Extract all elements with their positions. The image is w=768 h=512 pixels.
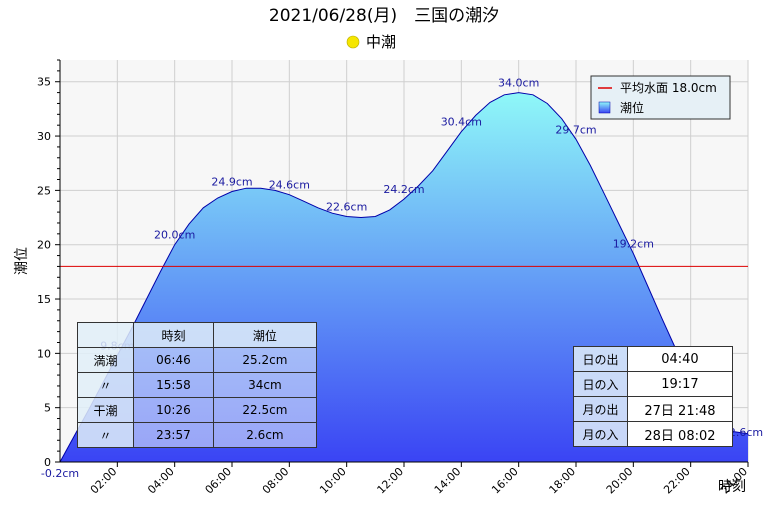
y-tick-label: 0 (44, 456, 51, 469)
data-label: 29.7cm (555, 123, 596, 136)
tide-table: 時刻 潮位 満潮 06:46 25.2cm 〃 15:58 34cm 干潮 10… (76, 322, 318, 448)
table-row: 満潮 06:46 25.2cm (76, 347, 318, 373)
data-label: 22.6cm (326, 200, 367, 213)
x-tick-label: 20:00 (604, 465, 636, 497)
x-tick-label: 10:00 (317, 465, 349, 497)
tide-level-cell: 25.2cm (212, 347, 318, 373)
tide-time-cell: 23:57 (133, 422, 214, 448)
tide-type-cell: 満潮 (76, 347, 135, 373)
tide-time-cell: 06:46 (133, 347, 214, 373)
legend-tide-swatch-icon (598, 101, 611, 114)
tide-type-label: 中潮 (366, 33, 396, 51)
table-row: 月の出 27日 21:48 (573, 396, 734, 422)
y-tick-label: 15 (37, 293, 51, 306)
tide-table-header-time: 時刻 (133, 322, 214, 348)
sunset-label: 日の入 (573, 371, 628, 397)
y-tick-label: 20 (37, 239, 51, 252)
data-label: 24.2cm (383, 183, 424, 196)
y-tick-label: 30 (37, 130, 51, 143)
table-row: 日の入 19:17 (573, 371, 734, 397)
chart-title: 2021/06/28(月) 三国の潮汐 (269, 6, 499, 26)
tide-level-cell: 34cm (212, 372, 318, 398)
legend-tide-label: 潮位 (620, 100, 644, 115)
table-row: 〃 15:58 34cm (76, 372, 318, 398)
x-tick-label: 02:00 (88, 465, 120, 497)
moonrise-label: 月の出 (573, 396, 628, 422)
y-tick-label: 5 (44, 402, 51, 415)
tide-table-header-level: 潮位 (212, 322, 318, 348)
table-row: 〃 23:57 2.6cm (76, 422, 318, 448)
table-row: 日の出 04:40 (573, 346, 734, 372)
legend-box (590, 75, 731, 120)
table-row: 干潮 10:26 22.5cm (76, 397, 318, 423)
x-tick-label: 04:00 (145, 465, 177, 497)
data-label: 20.0cm (154, 229, 195, 242)
y-axis-ticks: 0 5 10 15 20 25 30 35 (37, 59, 60, 469)
tide-time-cell: 15:58 (133, 372, 214, 398)
x-tick-label: 08:00 (260, 465, 292, 497)
y-tick-label: 35 (37, 76, 51, 89)
tide-level-cell: 2.6cm (212, 422, 318, 448)
data-label: -0.2cm (41, 467, 79, 480)
tide-type-cell: 〃 (76, 372, 135, 398)
x-axis-label: 時刻 (718, 479, 746, 495)
data-label: 24.9cm (211, 175, 252, 188)
x-tick-label: 14:00 (432, 465, 464, 497)
data-label: 30.4cm (441, 116, 482, 129)
sunset-value: 19:17 (626, 371, 734, 397)
tide-time-cell: 10:26 (133, 397, 214, 423)
moonset-value: 28日 08:02 (626, 421, 734, 447)
x-tick-label: 22:00 (661, 465, 693, 497)
x-tick-label: 18:00 (547, 465, 579, 497)
tide-level-cell: 22.5cm (212, 397, 318, 423)
legend-mean-label: 平均水面 18.0cm (620, 81, 717, 95)
data-label: 2.6cm (729, 426, 763, 439)
sun-moon-table: 日の出 04:40 日の入 19:17 月の出 27日 21:48 月の入 28… (573, 346, 734, 447)
moonrise-value: 27日 21:48 (626, 396, 734, 422)
sunrise-label: 日の出 (573, 346, 628, 372)
data-label: 24.6cm (269, 179, 310, 192)
data-label: 34.0cm (498, 77, 539, 90)
moonset-label: 月の入 (573, 421, 628, 447)
tide-type-cell: 干潮 (76, 397, 135, 423)
y-axis-label: 潮位 (14, 247, 30, 275)
x-tick-label: 12:00 (375, 465, 407, 497)
table-row: 月の入 28日 08:02 (573, 421, 734, 447)
tide-table-header-blank (76, 322, 135, 348)
x-tick-label: 06:00 (203, 465, 235, 497)
tide-curve (59, 92, 749, 463)
y-tick-label: 25 (37, 184, 51, 197)
legend: 平均水面 18.0cm 潮位 (590, 75, 731, 120)
y-tick-label: 10 (37, 347, 51, 360)
sunrise-value: 04:40 (626, 346, 734, 372)
table-row: 時刻 潮位 (76, 322, 318, 348)
data-label: 19.2cm (613, 237, 654, 250)
data-labels: -0.2cm9.8cm20.0cm24.9cm24.6cm22.6cm24.2c… (41, 77, 763, 480)
x-tick-label: 16:00 (489, 465, 521, 497)
tide-type-cell: 〃 (76, 422, 135, 448)
moon-phase-icon (346, 35, 360, 49)
x-axis-ticks: 02:00 04:00 06:00 08:00 10:00 12:00 14:00 16:00… (88, 462, 750, 497)
